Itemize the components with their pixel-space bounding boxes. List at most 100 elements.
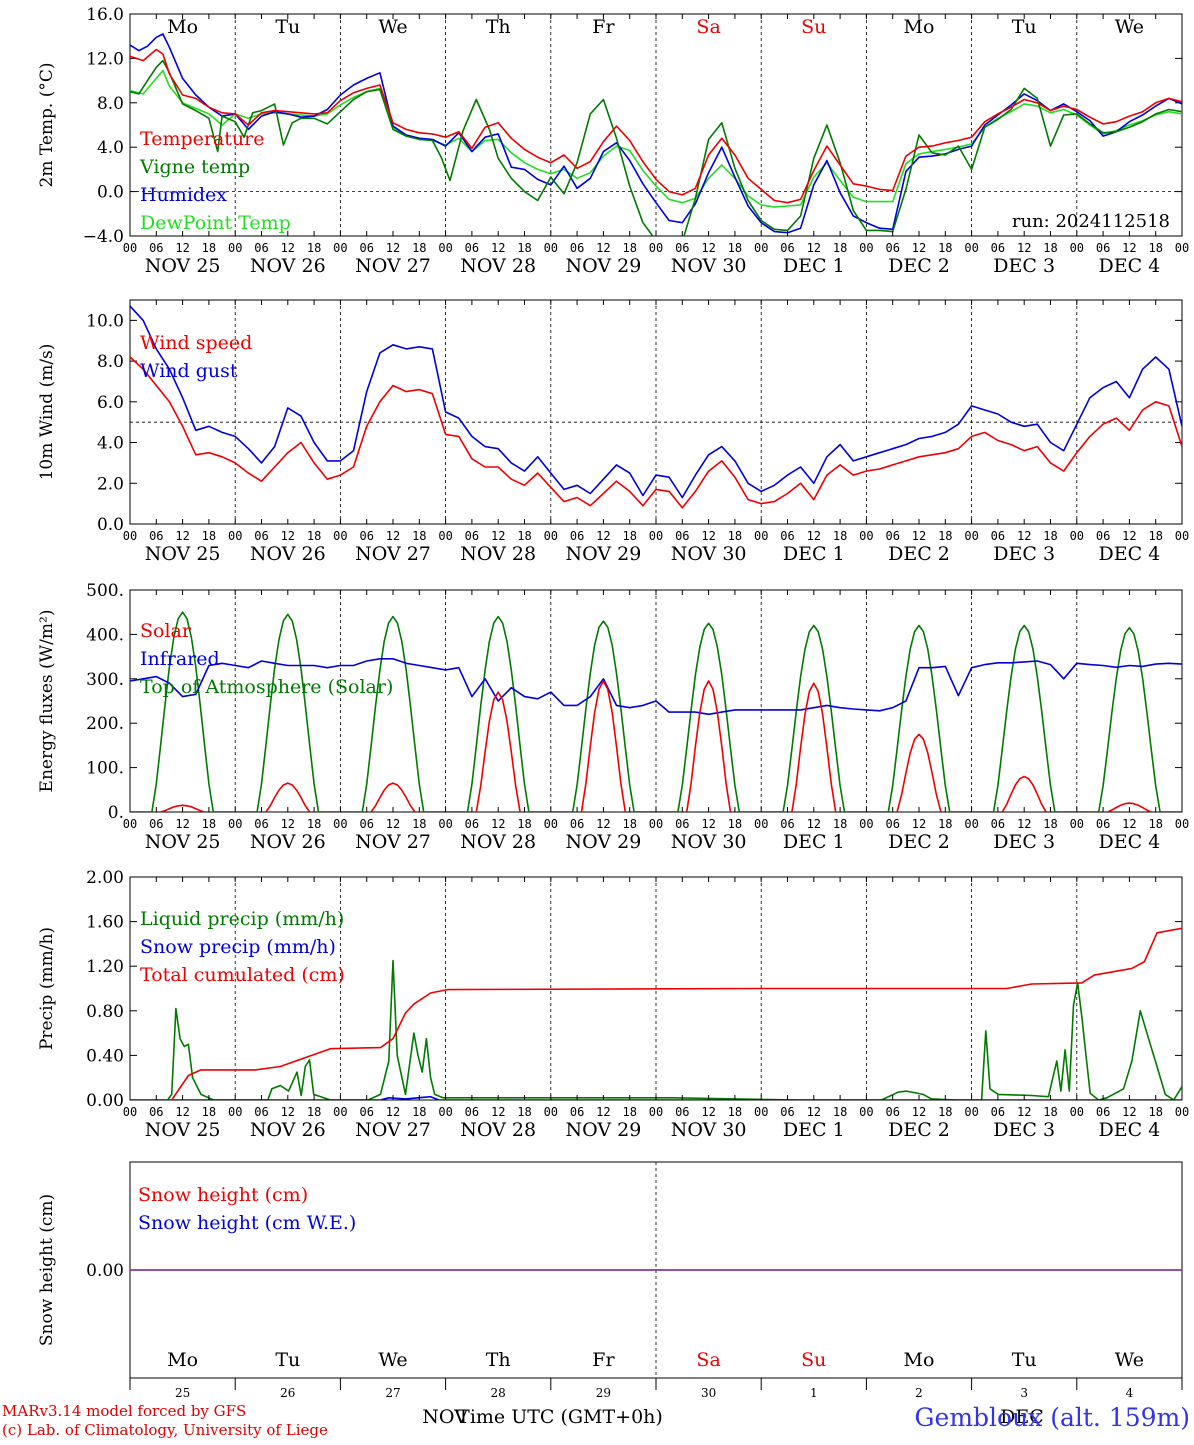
x-date-label: NOV 30: [671, 831, 747, 853]
x-date-label: NOV 29: [565, 1119, 641, 1141]
x-date-label: DEC 4: [1099, 543, 1161, 565]
x-hour-tick-label: 00: [544, 817, 558, 831]
x-hour-tick-label: 06: [254, 817, 268, 831]
x-hour-tick-label: 18: [938, 1105, 952, 1119]
y-axis-label: 10m Wind (m/s): [37, 344, 57, 481]
x-hour-tick-label: 06: [254, 1105, 268, 1119]
x-hour-tick-label: 00: [438, 817, 452, 831]
day-name: Su: [801, 1349, 826, 1371]
x-hour-tick-label: 12: [175, 529, 189, 543]
y-tick-label: 0.0: [97, 515, 124, 535]
y-tick-label: 4.0: [97, 138, 124, 158]
x-date-label: DEC 1: [783, 831, 845, 853]
x-date-label: NOV 28: [460, 255, 536, 277]
day-name: Fr: [592, 16, 615, 38]
legend-solar: Solar: [140, 620, 192, 642]
x-hour-tick-label: 12: [807, 817, 821, 831]
legend-temperature: Temperature: [140, 128, 264, 150]
x-hour-tick-label: 12: [1122, 529, 1136, 543]
day-name: Mo: [167, 16, 198, 38]
y-tick-label: 4.0: [97, 434, 124, 454]
x-hour-tick-label: 00: [1070, 241, 1084, 255]
x-hour-tick-label: 12: [912, 817, 926, 831]
y-tick-label: 1.20: [86, 957, 124, 977]
x-hour-tick-label: 06: [885, 241, 899, 255]
day-name: Th: [486, 1349, 511, 1371]
x-hour-tick-label: 06: [570, 817, 584, 831]
x-hour-tick-label: 00: [859, 1105, 873, 1119]
x-hour-tick-label: 18: [938, 241, 952, 255]
x-hour-tick-label: 12: [912, 529, 926, 543]
x-hour-tick-label: 12: [175, 817, 189, 831]
x-hour-tick-label: 00: [123, 817, 137, 831]
x-hour-tick-label: 18: [412, 1105, 426, 1119]
y-tick-label: 8.0: [97, 94, 124, 114]
series-vigne-temp: [130, 59, 1182, 236]
x-hour-tick-label: 00: [228, 529, 242, 543]
y-axis-label: Energy fluxes (W/m²): [37, 610, 57, 793]
x-date-label: NOV 25: [145, 255, 221, 277]
x-hour-tick-label: 12: [701, 1105, 715, 1119]
day-name: We: [378, 1349, 407, 1371]
x-hour-tick-label: 06: [675, 529, 689, 543]
y-tick-label: 16.0: [86, 5, 124, 25]
x-hour-tick-label: 06: [675, 1105, 689, 1119]
x-hour-tick-label: 06: [885, 1105, 899, 1119]
x-hour-tick-label: 06: [149, 1105, 163, 1119]
x-hour-tick-label: 00: [1070, 529, 1084, 543]
x-hour-tick-label: 06: [465, 1105, 479, 1119]
x-hour-tick-label: 00: [1175, 1105, 1189, 1119]
x-hour-tick-label: 12: [912, 241, 926, 255]
x-date-label: DEC 1: [783, 255, 845, 277]
x-hour-tick-label: 12: [491, 817, 505, 831]
x-hour-tick-label: 00: [333, 817, 347, 831]
x-hour-tick-label: 18: [202, 241, 216, 255]
x-hour-tick-label: 18: [833, 241, 847, 255]
x-hour-tick-label: 18: [307, 817, 321, 831]
day-number: 25: [175, 1386, 190, 1400]
y-axis-label: Snow height (cm): [37, 1194, 57, 1346]
x-hour-tick-label: 18: [1043, 241, 1057, 255]
x-hour-tick-label: 12: [1017, 1105, 1031, 1119]
x-hour-tick-label: 12: [281, 817, 295, 831]
day-number: 27: [385, 1386, 400, 1400]
x-hour-tick-label: 12: [807, 241, 821, 255]
x-date-label: NOV 26: [250, 543, 326, 565]
x-hour-tick-label: 06: [780, 1105, 794, 1119]
footer-model-credit: MARv3.14 model forced by GFS: [2, 1402, 246, 1420]
x-date-label: DEC 2: [888, 255, 950, 277]
series-snow-precip-mm-h-: [130, 1095, 1182, 1100]
y-tick-label: 2.00: [86, 868, 124, 888]
x-hour-tick-label: 18: [938, 817, 952, 831]
y-axis-label: 2m Temp. (°C): [37, 62, 57, 187]
x-date-label: NOV 27: [355, 1119, 431, 1141]
x-hour-tick-label: 12: [386, 1105, 400, 1119]
x-hour-tick-label: 18: [622, 1105, 636, 1119]
legend-humidex: Humidex: [140, 184, 227, 206]
x-hour-tick-label: 12: [281, 241, 295, 255]
y-tick-label: 0.40: [86, 1046, 124, 1066]
series-top-of-atmosphere-solar: [130, 611, 1182, 812]
x-hour-tick-label: 06: [885, 529, 899, 543]
x-hour-tick-label: 00: [228, 241, 242, 255]
x-hour-tick-label: 12: [1017, 529, 1031, 543]
x-hour-tick-label: 00: [859, 529, 873, 543]
x-hour-tick-label: 12: [1122, 817, 1136, 831]
day-name: Mo: [904, 16, 935, 38]
day-name: Sa: [696, 16, 720, 38]
x-hour-tick-label: 18: [728, 529, 742, 543]
panel-4: 2.00 1.60 1.20 0.80 0.40 0.00 Precip (mm/h) Liq…: [37, 868, 1189, 1141]
series-wind-gust: [130, 305, 1182, 499]
x-hour-tick-label: 12: [1122, 1105, 1136, 1119]
x-date-label: NOV 26: [250, 831, 326, 853]
day-name: Mo: [167, 1349, 198, 1371]
day-name: We: [1115, 16, 1144, 38]
x-hour-tick-label: 18: [1043, 817, 1057, 831]
x-date-label: DEC 3: [993, 255, 1055, 277]
x-hour-tick-label: 06: [149, 529, 163, 543]
y-tick-label: 200.: [86, 714, 124, 734]
x-date-label: DEC 4: [1099, 831, 1161, 853]
x-date-label: NOV 29: [565, 255, 641, 277]
x-date-label: NOV 27: [355, 543, 431, 565]
x-date-label: DEC 4: [1099, 1119, 1161, 1141]
